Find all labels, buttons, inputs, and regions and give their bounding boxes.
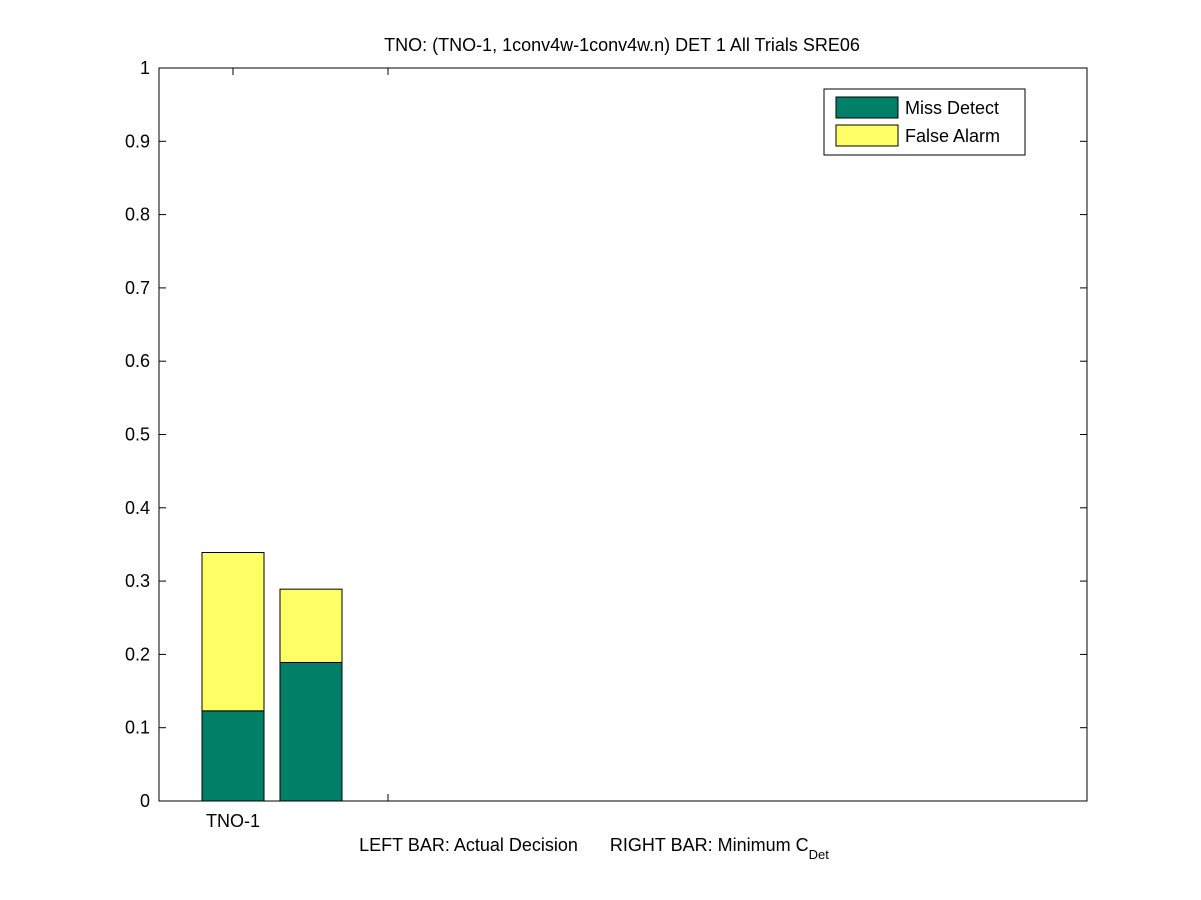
chart-title: TNO: (TNO-1, 1conv4w-1conv4w.n) DET 1 Al… [384,35,860,55]
legend-label-false-alarm: False Alarm [905,126,1000,146]
x-axis-label-subscript: Det [809,847,830,862]
y-tick-label: 0.4 [125,498,150,518]
plot-area: 0 0.1 0.2 0.3 0.4 0.5 0.6 0.7 0.8 0.9 1 TNO-1 [125,58,1088,831]
legend-swatch-miss-detect [835,96,899,119]
bar-right-miss-detect [279,661,343,802]
legend-label-miss-detect: Miss Detect [905,98,999,118]
x-axis-label-right: RIGHT BAR: Minimum C [610,835,809,855]
bar-left-miss-detect [201,710,265,802]
bar-left-false-alarm [201,552,265,712]
legend: Miss Detect False Alarm [823,88,1026,156]
y-tick-label: 0.2 [125,644,150,664]
y-tick-label: 0.1 [125,718,150,738]
y-tick-label: 0.8 [125,205,150,225]
y-tick-label: 0.7 [125,278,150,298]
y-tick-label: 0 [140,791,150,811]
y-tick-label: 0.6 [125,351,150,371]
y-tick-label: 0.3 [125,571,150,591]
y-tick-label: 1 [140,58,150,78]
y-tick-label: 0.9 [125,131,150,151]
y-tick-label: 0.5 [125,425,150,445]
x-tick-label: TNO-1 [206,811,260,831]
legend-swatch-false-alarm [835,124,899,147]
x-axis-label-left: LEFT BAR: Actual Decision [359,835,578,855]
bar-right-false-alarm [279,588,343,663]
x-axis-label: LEFT BAR: Actual Decision RIGHT BAR: Mini… [359,835,829,862]
